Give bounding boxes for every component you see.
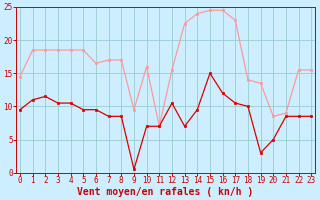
X-axis label: Vent moyen/en rafales ( kn/h ): Vent moyen/en rafales ( kn/h )	[77, 187, 254, 197]
